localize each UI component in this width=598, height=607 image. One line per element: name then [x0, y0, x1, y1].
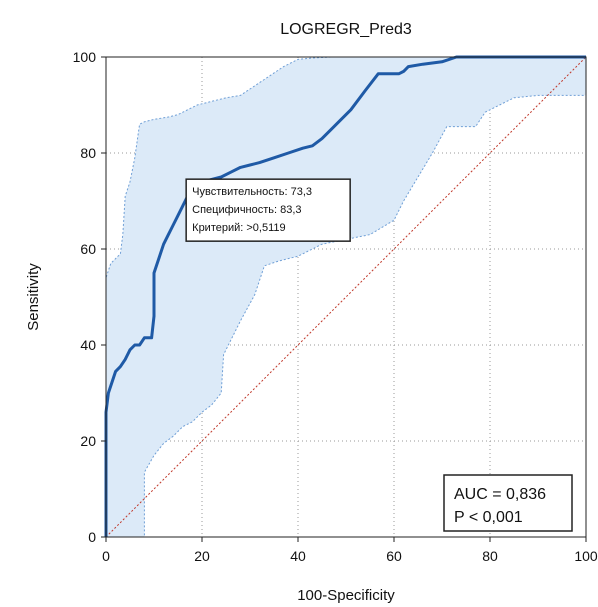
y-tick-label: 20: [80, 433, 96, 449]
x-tick-label: 100: [574, 548, 598, 564]
annotation-sensitivity: Чувствительность: 73,3: [192, 186, 312, 198]
y-tick-label: 60: [80, 241, 96, 257]
annotation-criterion: Критерий: >0,5119: [192, 222, 285, 234]
annotation-box: [185, 178, 351, 242]
x-tick-label: 40: [290, 548, 306, 564]
y-axis-label: Sensitivity: [25, 263, 42, 331]
annotation-specificity: Специфичность: 83,3: [192, 204, 301, 216]
y-tick-label: 40: [80, 337, 96, 353]
stats-box: AUC = 0,836 P < 0,001: [443, 474, 573, 532]
auc-value: AUC = 0,836: [454, 486, 546, 503]
reference-diagonal: [105, 56, 587, 538]
y-tick-label: 0: [88, 529, 96, 545]
x-tick-label: 20: [194, 548, 210, 564]
p-value: P < 0,001: [454, 509, 523, 526]
criterion-annotation: Чувствительность: 73,3 Специфичность: 83…: [185, 178, 351, 242]
stats-box-frame: [443, 474, 573, 532]
x-tick-label: 60: [386, 548, 402, 564]
y-axis: 0 20 40 60 80 100: [73, 49, 106, 545]
x-axis-label: 100-Specificity: [297, 587, 395, 604]
y-tick-label: 80: [80, 145, 96, 161]
chart-title: LOGREGR_Pred3: [280, 21, 412, 38]
x-tick-label: 80: [482, 548, 498, 564]
ci-band: [106, 57, 586, 537]
y-tick-label: 100: [73, 49, 97, 65]
roc-curve: [104, 55, 586, 537]
plot-frame: [105, 56, 587, 538]
x-tick-label: 0: [102, 548, 110, 564]
x-axis: 0 20 40 60 80 100: [102, 537, 598, 564]
